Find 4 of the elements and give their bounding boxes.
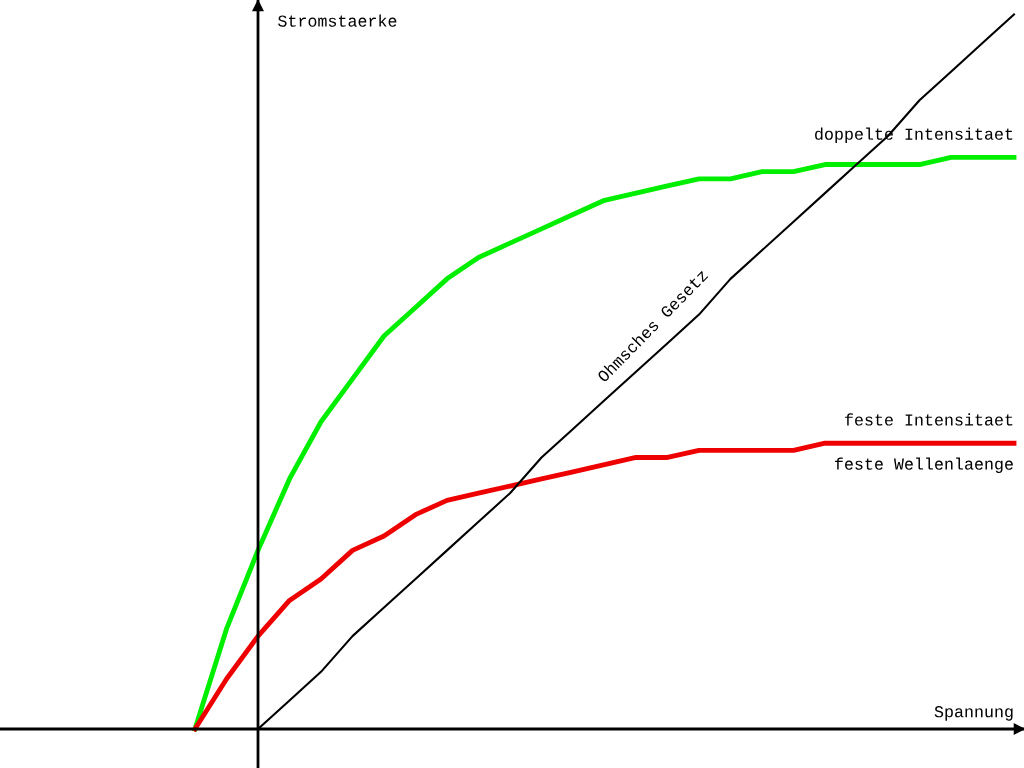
series-label: feste Intensitaet (845, 413, 1013, 426)
annotation: feste Wellenlaenge (835, 457, 1013, 474)
x-axis-title: Spannung (934, 706, 1013, 721)
y-axis-title: Stromstaerke (278, 14, 397, 27)
